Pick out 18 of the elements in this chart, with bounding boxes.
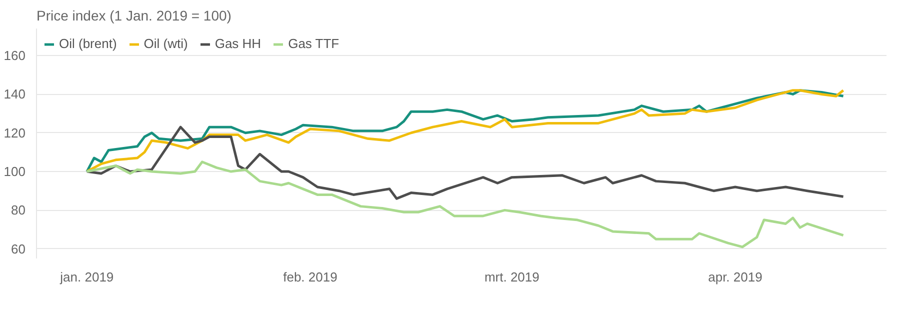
x-tick-label: apr. 2019 xyxy=(708,270,762,284)
x-tick-label: mrt. 2019 xyxy=(484,270,540,284)
y-tick-label: 80 xyxy=(11,202,26,218)
legend-label: Gas TTF xyxy=(288,36,340,51)
line-series xyxy=(86,126,845,200)
y-tick-label: 60 xyxy=(11,241,26,256)
chart-title: Price index (1 Jan. 2019 = 100) xyxy=(36,8,232,24)
y-tick-label: 120 xyxy=(4,125,26,140)
legend-label: Oil (wti) xyxy=(144,36,188,51)
x-tick-label: feb. 2019 xyxy=(283,270,338,284)
line-series xyxy=(86,160,845,248)
y-tick-label: 100 xyxy=(4,164,26,180)
y-tick-label: 160 xyxy=(4,48,26,64)
line-series xyxy=(86,89,845,173)
legend-label: Oil (brent) xyxy=(59,36,117,51)
x-tick-label: jan. 2019 xyxy=(59,270,114,284)
legend-label: Gas HH xyxy=(214,36,262,51)
y-tick-label: 140 xyxy=(4,86,26,102)
